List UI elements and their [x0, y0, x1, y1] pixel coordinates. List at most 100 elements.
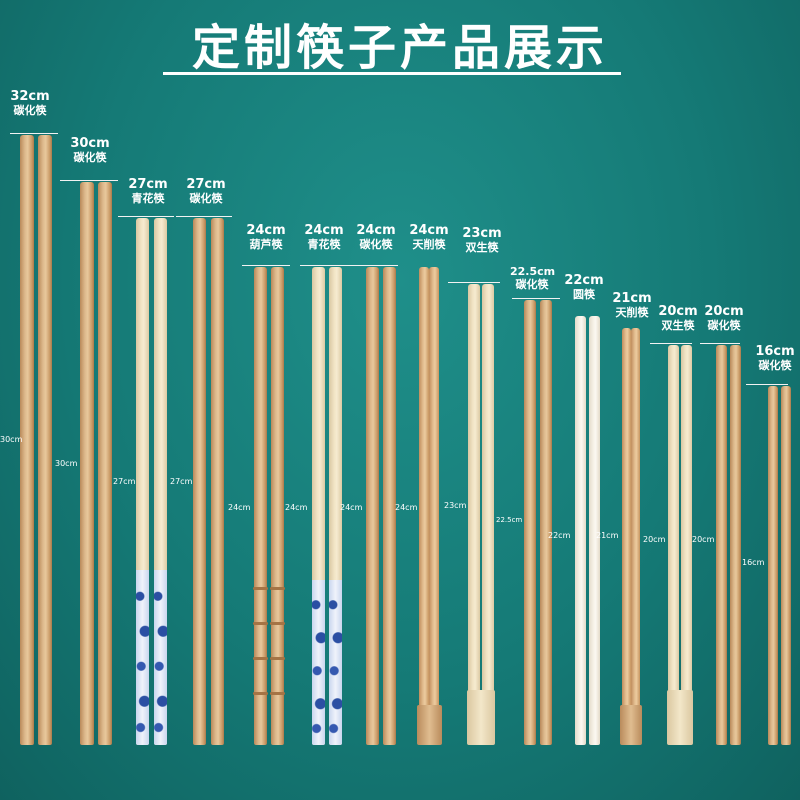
title-banner: 定制筷子产品展示 — [0, 0, 800, 84]
porcelain-pattern — [312, 580, 325, 745]
chopstick — [383, 267, 396, 745]
product-type: 双生筷 — [465, 240, 499, 254]
gourd-ring — [253, 657, 268, 660]
chopstick — [482, 284, 494, 745]
dimension-label: 27cm — [113, 477, 136, 486]
guide-line — [10, 133, 58, 134]
product-length: 24cm — [409, 223, 449, 238]
chopstick — [524, 300, 536, 745]
chopstick — [589, 316, 600, 745]
product-header: 20cm 双生筷 — [654, 304, 702, 333]
product-header: 22cm 圆筷 — [564, 273, 604, 302]
chopstick — [768, 386, 778, 745]
chopstick — [429, 267, 439, 745]
dimension-label: 22.5cm — [496, 516, 523, 524]
product-length: 32cm — [10, 89, 50, 104]
chopstick — [668, 345, 679, 745]
gourd-ring — [270, 587, 285, 590]
product-10: 22.5cm 碳化筷 22.5cm — [496, 0, 566, 800]
guide-line — [650, 343, 692, 344]
product-length: 22cm — [564, 273, 604, 288]
guide-line — [176, 216, 232, 217]
chopstick — [312, 267, 325, 745]
porcelain-pattern — [136, 570, 149, 745]
product-header: 23cm 双生筷 — [460, 226, 504, 255]
product-8: 24cm 天削筷 24cm — [395, 0, 455, 800]
product-length: 27cm — [186, 177, 226, 192]
product-type: 双生筷 — [661, 318, 695, 332]
chopstick — [98, 182, 112, 745]
product-type: 葫芦筷 — [249, 237, 283, 251]
product-4: 27cm 碳化筷 27cm — [170, 0, 236, 800]
product-header: 16cm 碳化筷 — [752, 344, 798, 373]
gourd-ring — [253, 587, 268, 590]
product-type: 碳化筷 — [73, 150, 107, 164]
product-2: 30cm 碳化筷 30cm — [55, 0, 120, 800]
product-length: 16cm — [755, 344, 795, 359]
product-type: 天削筷 — [615, 305, 649, 319]
product-header: 30cm 碳化筷 — [60, 136, 120, 165]
guide-line — [242, 265, 290, 266]
chopstick — [270, 267, 285, 745]
dimension-label: 30cm — [0, 435, 23, 444]
gourd-ring — [253, 692, 268, 695]
chopstick — [419, 267, 429, 745]
product-header: 24cm 青花筷 — [300, 223, 348, 252]
guide-line — [346, 265, 398, 266]
product-length: 20cm — [658, 304, 698, 319]
chopstick — [329, 267, 342, 745]
product-type: 碳化筷 — [13, 103, 47, 117]
product-3: 27cm 青花筷 27cm — [113, 0, 178, 800]
dimension-label: 22cm — [548, 531, 571, 540]
product-14: 20cm 碳化筷 20cm — [692, 0, 752, 800]
joined-end — [667, 690, 693, 745]
chopstick — [253, 267, 268, 745]
chopstick — [622, 328, 631, 745]
product-header: 27cm 青花筷 — [118, 177, 178, 206]
dimension-label: 24cm — [228, 503, 251, 512]
dimension-label: 23cm — [444, 501, 467, 510]
product-5: 24cm 葫芦筷 24cm — [228, 0, 298, 800]
product-9: 23cm 双生筷 23cm — [444, 0, 516, 800]
product-type: 青花筷 — [131, 191, 165, 205]
guide-line — [118, 216, 174, 217]
product-header: 24cm 葫芦筷 — [242, 223, 290, 252]
product-13: 20cm 双生筷 20cm — [643, 0, 702, 800]
product-length: 27cm — [128, 177, 168, 192]
dimension-label: 24cm — [395, 503, 418, 512]
guide-line — [300, 265, 348, 266]
product-type: 青花筷 — [307, 237, 341, 251]
gourd-ring — [253, 622, 268, 625]
product-type: 碳化筷 — [707, 318, 741, 332]
chopstick — [631, 328, 640, 745]
chopstick — [468, 284, 480, 745]
guide-line — [512, 298, 560, 299]
product-type: 碳化筷 — [515, 277, 549, 291]
product-header: 21cm 天削筷 — [610, 291, 654, 320]
joined-end — [620, 705, 642, 745]
chopstick — [730, 345, 741, 745]
product-type: 碳化筷 — [189, 191, 223, 205]
product-length: 24cm — [356, 223, 396, 238]
product-6: 24cm 青花筷 24cm — [285, 0, 356, 800]
product-type: 圆筷 — [573, 287, 595, 301]
chopstick — [681, 345, 692, 745]
guide-line — [700, 343, 740, 344]
product-header: 27cm 碳化筷 — [176, 177, 236, 206]
product-length: 23cm — [462, 226, 502, 241]
chopstick — [575, 316, 586, 745]
guide-line — [60, 180, 118, 181]
chopstick — [540, 300, 552, 745]
gourd-ring — [270, 622, 285, 625]
chopstick — [80, 182, 94, 745]
dimension-label: 24cm — [340, 503, 363, 512]
chopstick — [716, 345, 727, 745]
page-title: 定制筷子产品展示 — [191, 20, 608, 76]
product-header: 24cm 碳化筷 — [352, 223, 400, 252]
guide-line — [448, 282, 500, 283]
product-1: 32cm 碳化筷 30cm — [0, 0, 66, 800]
dimension-label: 20cm — [643, 535, 666, 544]
product-15: 16cm 碳化筷 16cm — [742, 0, 800, 800]
porcelain-pattern — [329, 580, 342, 745]
